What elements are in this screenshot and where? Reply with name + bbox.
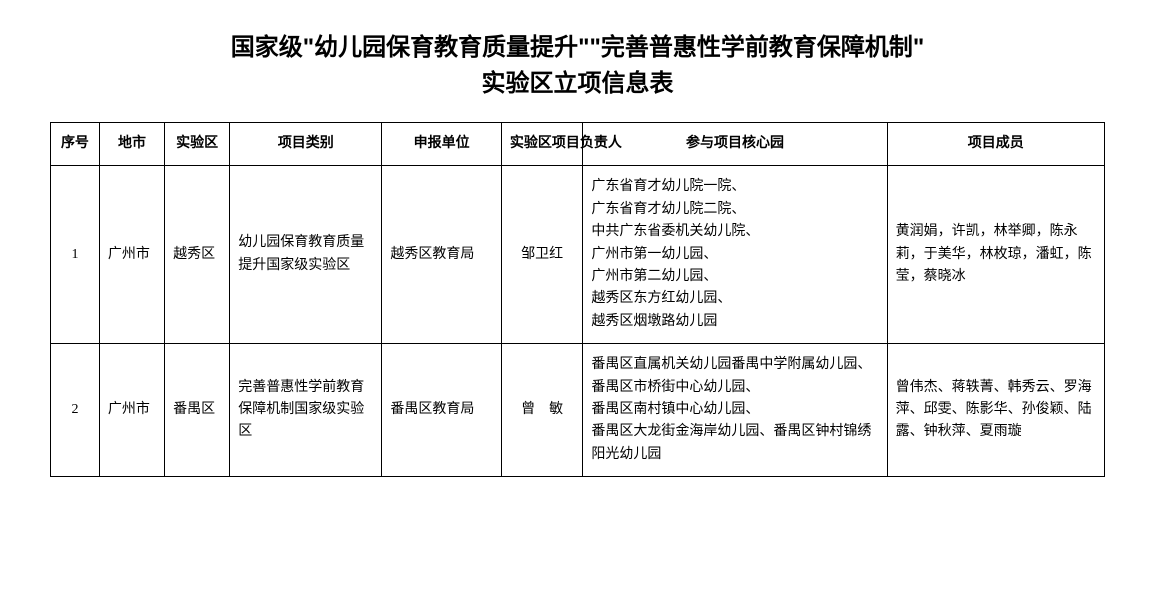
table-row: 2广州市番禺区完善普惠性学前教育保障机制国家级实验区番禺区教育局曾 敏番禺区直属…: [51, 344, 1105, 477]
cell-category: 完善普惠性学前教育保障机制国家级实验区: [230, 344, 382, 477]
cell-seq: 2: [51, 344, 100, 477]
cell-unit: 越秀区教育局: [382, 166, 502, 344]
table-row: 1广州市越秀区幼儿园保育教育质量提升国家级实验区越秀区教育局邹卫红广东省育才幼儿…: [51, 166, 1105, 344]
title-line-1: 国家级"幼儿园保育教育质量提升""完善普惠性学前教育保障机制": [50, 30, 1105, 66]
cell-area: 番禺区: [165, 344, 230, 477]
col-seq: 序号: [51, 123, 100, 166]
cell-members: 黄润娟，许凯，林举卿，陈永莉，于美华，林枚琼，潘虹，陈莹，蔡晓冰: [887, 166, 1104, 344]
page-title: 国家级"幼儿园保育教育质量提升""完善普惠性学前教育保障机制" 实验区立项信息表: [50, 30, 1105, 102]
title-line-2: 实验区立项信息表: [50, 66, 1105, 102]
cell-members: 曾伟杰、蒋轶菁、韩秀云、罗海萍、邱雯、陈影华、孙俊颖、陆露、钟秋萍、夏雨璇: [887, 344, 1104, 477]
cell-core: 番禺区直属机关幼儿园番禺中学附属幼儿园、 番禺区市桥街中心幼儿园、 番禺区南村镇…: [583, 344, 887, 477]
cell-city: 广州市: [99, 344, 164, 477]
col-members: 项目成员: [887, 123, 1104, 166]
cell-city: 广州市: [99, 166, 164, 344]
table-header-row: 序号 地市 实验区 项目类别 申报单位 实验区项目负责人 参与项目核心园 项目成…: [51, 123, 1105, 166]
col-category: 项目类别: [230, 123, 382, 166]
info-table: 序号 地市 实验区 项目类别 申报单位 实验区项目负责人 参与项目核心园 项目成…: [50, 122, 1105, 477]
cell-category: 幼儿园保育教育质量提升国家级实验区: [230, 166, 382, 344]
col-core: 参与项目核心园: [583, 123, 887, 166]
cell-leader: 邹卫红: [501, 166, 582, 344]
col-city: 地市: [99, 123, 164, 166]
cell-unit: 番禺区教育局: [382, 344, 502, 477]
cell-core: 广东省育才幼儿院一院、 广东省育才幼儿院二院、 中共广东省委机关幼儿院、 广州市…: [583, 166, 887, 344]
col-area: 实验区: [165, 123, 230, 166]
table-body: 1广州市越秀区幼儿园保育教育质量提升国家级实验区越秀区教育局邹卫红广东省育才幼儿…: [51, 166, 1105, 477]
col-leader: 实验区项目负责人: [501, 123, 582, 166]
cell-leader: 曾 敏: [501, 344, 582, 477]
cell-area: 越秀区: [165, 166, 230, 344]
col-unit: 申报单位: [382, 123, 502, 166]
cell-seq: 1: [51, 166, 100, 344]
